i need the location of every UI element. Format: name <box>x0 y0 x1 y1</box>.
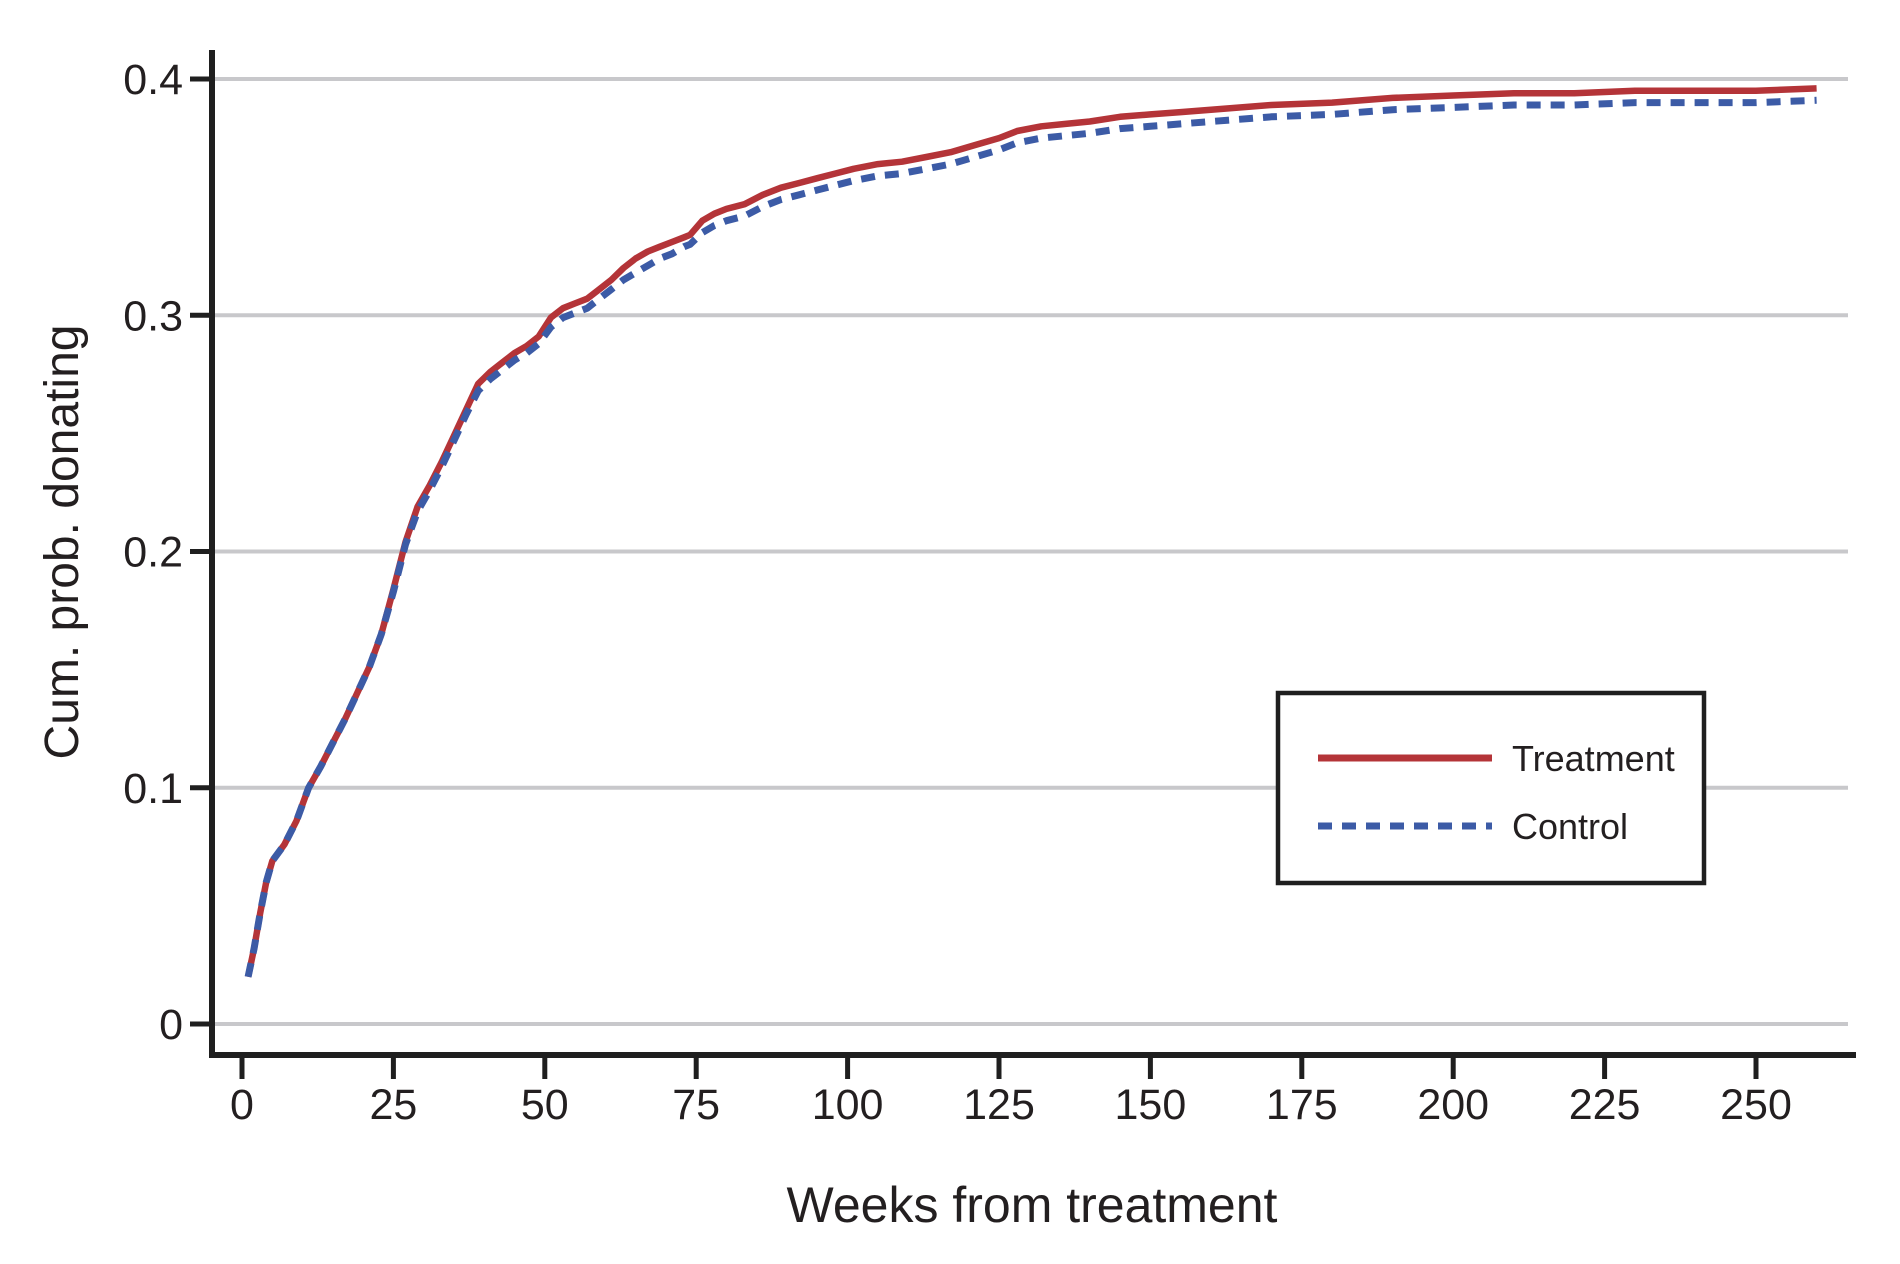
legend: Treatment Control <box>1275 690 1707 886</box>
x-tick-label: 150 <box>1115 1081 1187 1129</box>
series-line-control <box>244 96 1817 978</box>
x-tick-label: 0 <box>230 1081 254 1129</box>
x-tick-label: 250 <box>1720 1081 1792 1129</box>
legend-label-treatment: Treatment <box>1512 738 1675 779</box>
x-axis-title: Weeks from treatment <box>787 1177 1278 1233</box>
y-tick-label: 0.3 <box>123 292 183 340</box>
y-axis-title: Cum. prob. donating <box>36 325 89 760</box>
y-tick-label: 0.1 <box>123 765 183 813</box>
x-tick-label: 50 <box>521 1081 569 1129</box>
x-tick-label: 25 <box>369 1081 417 1129</box>
x-tick-label: 100 <box>812 1081 884 1129</box>
y-tick-label: 0.2 <box>123 529 183 577</box>
x-tick-label: 125 <box>963 1081 1035 1129</box>
axes <box>190 50 1856 1079</box>
y-tick-label: 0.4 <box>123 56 183 104</box>
x-tick-label: 75 <box>672 1081 720 1129</box>
tick-labels: 0 0.1 0.2 0.3 0.4 0 25 50 75 100 125 150 175 200 225 25… <box>123 56 1792 1129</box>
legend-box <box>1275 690 1707 886</box>
legend-label-control: Control <box>1512 806 1628 847</box>
x-tick-label: 200 <box>1417 1081 1489 1129</box>
x-tick-label: 175 <box>1266 1081 1338 1129</box>
x-tick-label: 225 <box>1569 1081 1641 1129</box>
y-tick-label: 0 <box>159 1001 183 1049</box>
series-lines <box>244 85 1817 978</box>
